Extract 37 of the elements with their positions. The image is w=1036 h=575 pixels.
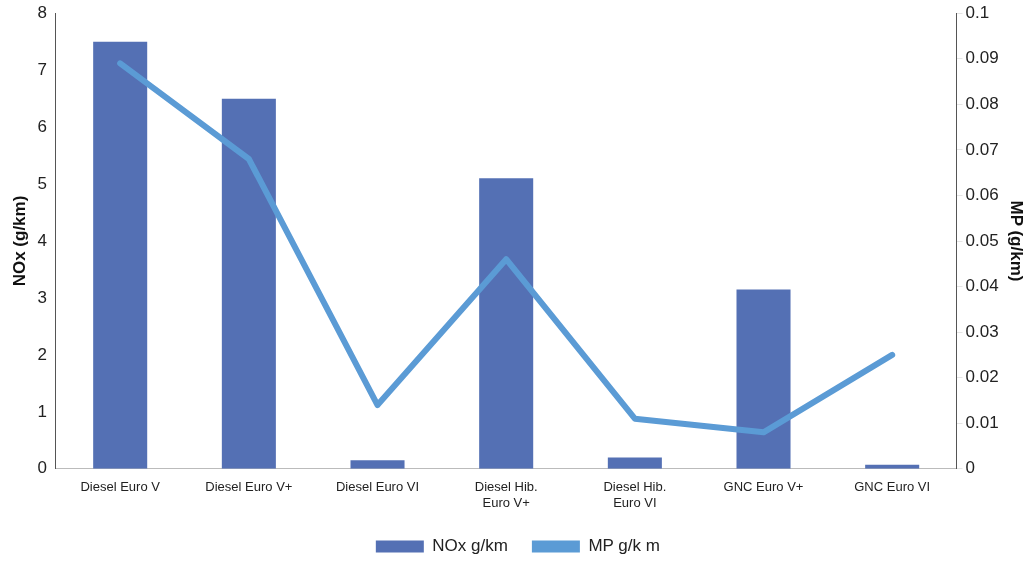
- bar: [607, 457, 662, 469]
- y2-tick-label: 0.01: [965, 412, 999, 432]
- y2-tick-label: 0.1: [965, 2, 990, 22]
- y-tick-label: 0: [37, 458, 47, 478]
- legend-label: NOx g/km: [432, 536, 508, 556]
- x-tick-label: GNC Euro V+: [723, 479, 804, 495]
- y2-tick-label: 0.03: [965, 321, 999, 341]
- y2-tick-label: 0.04: [965, 276, 999, 296]
- y-tick-label: 5: [37, 173, 47, 193]
- y-axis-title: NOx (g/km): [9, 195, 29, 287]
- y-tick-label: 4: [37, 230, 47, 250]
- y-tick-label: 7: [37, 59, 47, 79]
- x-tick-label: Diesel Euro V: [80, 479, 161, 495]
- y-tick-label: 2: [37, 344, 47, 364]
- y-tick-label: 6: [37, 116, 47, 136]
- y2-tick-label: 0.09: [965, 48, 999, 68]
- x-tick-label: GNC Euro VI: [854, 479, 931, 495]
- y-tick-label: 3: [37, 287, 47, 307]
- x-tick-label: Diesel Euro V+: [205, 479, 293, 495]
- legend-label: MP g/k m: [588, 536, 660, 556]
- bar: [221, 98, 276, 469]
- y2-tick-label: 0.06: [965, 185, 999, 205]
- bar: [350, 460, 405, 469]
- y-tick-label: 1: [37, 401, 47, 421]
- y2-tick-label: 0: [965, 458, 975, 478]
- bar: [736, 289, 791, 469]
- x-tick-label: Diesel Hib. Euro VI: [603, 479, 667, 510]
- x-tick-label: Diesel Euro VI: [335, 479, 420, 495]
- bar: [93, 41, 148, 469]
- y2-tick-label: 0.02: [965, 367, 999, 387]
- y2-axis-title: MP (g/km): [1007, 200, 1027, 282]
- y-tick-label: 8: [37, 2, 47, 22]
- x-tick-label: Diesel Hib. Euro V+: [474, 479, 538, 510]
- bar: [479, 178, 534, 469]
- y2-tick-label: 0.07: [965, 139, 999, 159]
- y2-tick-label: 0.08: [965, 94, 999, 114]
- y2-tick-label: 0.05: [965, 230, 999, 250]
